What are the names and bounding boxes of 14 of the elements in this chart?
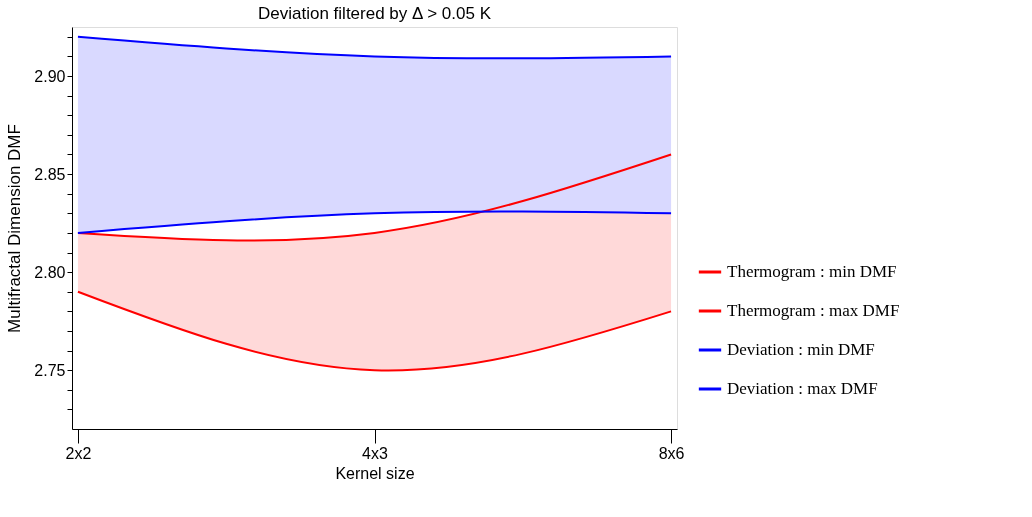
x-tick-label: 8x6 — [658, 444, 685, 462]
chart-title: Deviation filtered by Δ > 0.05 K — [258, 4, 492, 23]
x-tick-label: 4x3 — [362, 444, 388, 462]
y-tick-label: 2.75 — [34, 361, 66, 379]
y-tick-label: 2.85 — [34, 165, 66, 183]
y-tick-label: 2.80 — [34, 263, 66, 281]
y-tick-label: 2.90 — [34, 67, 66, 85]
legend-label: Thermogram : max DMF — [727, 301, 900, 320]
x-axis-title: Kernel size — [335, 464, 415, 482]
legend-label: Deviation : max DMF — [727, 379, 878, 398]
y-axis-title: Multifractal Dimension DMF — [5, 124, 25, 333]
legend-label: Deviation : min DMF — [727, 340, 875, 359]
x-tick-label: 2x2 — [65, 444, 92, 462]
legend-label: Thermogram : min DMF — [727, 262, 897, 281]
